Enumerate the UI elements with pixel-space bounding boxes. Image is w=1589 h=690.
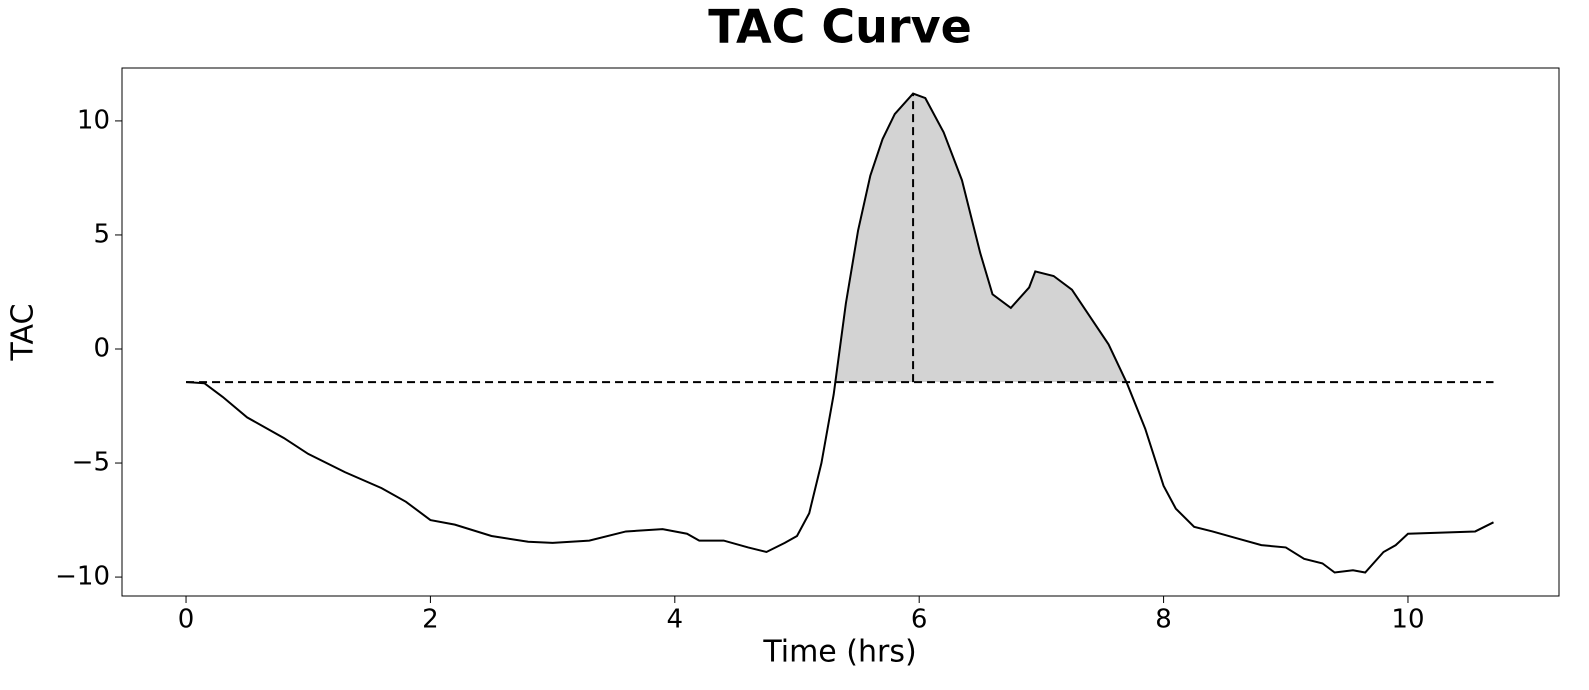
y-tick-label: 0 [93,333,110,363]
line [185,92,1494,574]
y-tick-label: −5 [72,448,110,478]
x-axis-label: Time (hrs) [762,635,916,670]
plot-frame [121,67,1560,597]
x-tick-label: 8 [1155,605,1172,635]
y-tick-label: 5 [93,219,110,249]
y-axis-label: TAC [6,304,41,362]
x-tick-label: 2 [422,605,439,635]
x-tick-label: 0 [178,605,195,635]
chart-title: TAC Curve [708,0,972,54]
shaded-area [186,93,1494,383]
y-tick-label: 10 [77,105,110,135]
y-tick-label: −10 [55,562,110,592]
x-tick-label: 4 [667,605,684,635]
x-tick-label: 10 [1391,605,1424,635]
x-tick-label: 6 [911,605,928,635]
